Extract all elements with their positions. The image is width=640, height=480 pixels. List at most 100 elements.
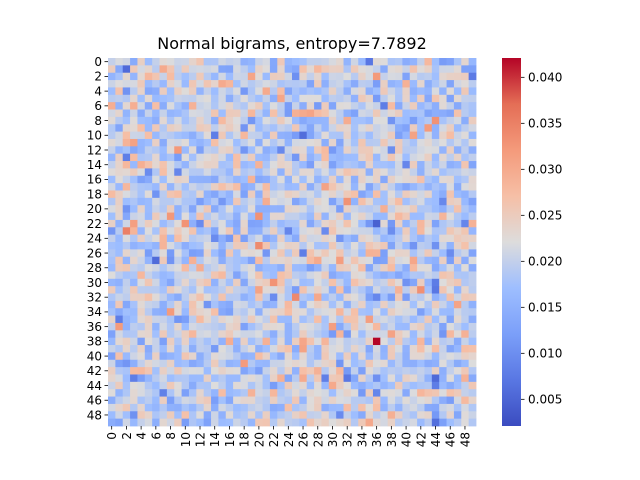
heatmap-cell (299, 72, 308, 81)
heatmap-cell (130, 330, 138, 339)
heatmap-cell (152, 249, 160, 258)
heatmap-cell (277, 418, 286, 427)
heatmap-cell (314, 131, 322, 140)
heatmap-cell (328, 359, 337, 368)
heatmap-cell (402, 367, 411, 375)
heatmap-cell (453, 396, 462, 405)
heatmap-cell (269, 109, 278, 118)
heatmap-cell (108, 234, 116, 243)
heatmap-cell (166, 396, 175, 405)
heatmap-cell (233, 175, 241, 184)
heatmap-cell (424, 381, 433, 390)
heatmap-cell (255, 359, 263, 368)
heatmap-cell (306, 72, 315, 81)
heatmap-cell (292, 183, 300, 191)
heatmap-cell (358, 352, 366, 361)
heatmap-cell (255, 315, 263, 324)
heatmap-cell (225, 212, 234, 221)
heatmap-cell (211, 322, 219, 331)
heatmap-cell (321, 205, 330, 213)
heatmap-cell (468, 161, 477, 169)
heatmap-cell (108, 197, 116, 206)
heatmap-cell (269, 315, 278, 324)
heatmap-cell (152, 234, 160, 243)
heatmap-cell (240, 234, 249, 243)
heatmap-cell (144, 227, 153, 236)
heatmap-cell (137, 65, 146, 74)
heatmap-cell (446, 396, 455, 405)
heatmap-cell (292, 124, 300, 132)
heatmap-cell (108, 315, 116, 324)
heatmap-cell (269, 87, 278, 96)
heatmap-cell (409, 219, 418, 228)
heatmap-cell (225, 190, 234, 199)
heatmap-cell (417, 94, 425, 103)
x-tick-label: 38 (385, 432, 399, 447)
heatmap-cell (409, 72, 418, 81)
x-tick-label: 8 (164, 432, 178, 440)
heatmap-cell (424, 102, 433, 110)
heatmap-cell (336, 227, 344, 236)
heatmap-cell (122, 72, 131, 81)
heatmap-cell (255, 72, 263, 81)
heatmap-cell (328, 322, 337, 331)
heatmap-cell (159, 300, 168, 309)
heatmap-cell (387, 124, 396, 132)
heatmap-cell (461, 264, 470, 272)
heatmap-cell (152, 418, 160, 427)
heatmap-cell (336, 161, 344, 169)
heatmap-cell (240, 175, 249, 184)
heatmap-cell (336, 242, 344, 250)
heatmap-cell (365, 411, 374, 420)
heatmap-cell (233, 87, 241, 96)
heatmap-cell (292, 381, 300, 390)
heatmap-cell (284, 146, 293, 155)
heatmap-cell (115, 124, 124, 132)
heatmap-cell (174, 381, 182, 390)
heatmap-cell (292, 345, 300, 353)
heatmap-cell (336, 205, 344, 213)
heatmap-cell (461, 330, 470, 339)
heatmap-cell (188, 131, 197, 140)
heatmap-cell (350, 256, 359, 265)
heatmap-cell (328, 138, 337, 147)
heatmap-cell (365, 308, 374, 316)
heatmap-cell (166, 403, 175, 412)
heatmap-cell (211, 278, 219, 287)
heatmap-cell (372, 389, 381, 397)
heatmap-cell (402, 322, 411, 331)
heatmap-cell (328, 58, 337, 66)
heatmap-cell (380, 293, 389, 302)
heatmap-cell (424, 264, 433, 272)
heatmap-cell (247, 359, 256, 368)
heatmap-cell (446, 352, 455, 361)
heatmap-cell (115, 80, 124, 88)
heatmap-cell (284, 367, 293, 375)
heatmap-cell (306, 212, 315, 221)
heatmap-cell (292, 271, 300, 280)
heatmap-cell (372, 293, 381, 302)
heatmap-cell (137, 219, 146, 228)
heatmap-cell (255, 161, 263, 169)
heatmap-cell (314, 345, 322, 353)
heatmap-cell (299, 153, 308, 162)
heatmap-cell (380, 116, 389, 125)
heatmap-cell (166, 389, 175, 397)
heatmap-cell (144, 153, 153, 162)
heatmap-cell (461, 153, 470, 162)
heatmap-cell (262, 322, 271, 331)
heatmap-cell (395, 315, 403, 324)
heatmap-cell (188, 58, 197, 66)
heatmap-cell (358, 197, 366, 206)
x-tick-label: 12 (194, 432, 208, 447)
heatmap-cell (402, 227, 411, 236)
heatmap-cell (350, 315, 359, 324)
heatmap-cell (233, 242, 241, 250)
heatmap-cell (365, 264, 374, 272)
heatmap-cell (240, 87, 249, 96)
heatmap-cell (152, 322, 160, 331)
heatmap-cell (115, 389, 124, 397)
heatmap-cell (453, 72, 462, 81)
heatmap-cell (328, 65, 337, 74)
